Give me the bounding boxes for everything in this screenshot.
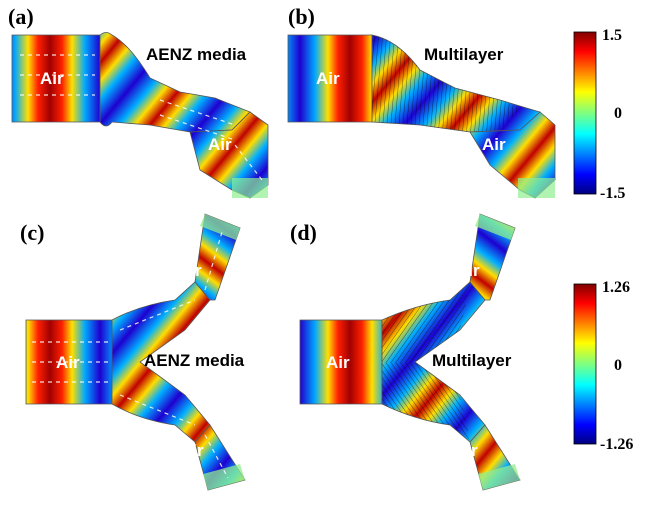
panel-c-air-top-cap (200, 214, 240, 240)
panel-d-multilayer-stripes-top (382, 285, 470, 362)
panel-d-media-label: Multilayer (432, 351, 512, 370)
colorbar-bottom-gradient (573, 283, 597, 445)
colorbar-bottom-max: 1.26 (602, 279, 630, 296)
panel-c-air-input-label: Air (56, 353, 80, 372)
colorbar-top-gradient (573, 31, 597, 195)
colorbar-bottom-mid: 0 (614, 357, 622, 374)
panel-a-end-cap (232, 178, 268, 198)
panel-d-air-input-label: Air (326, 353, 350, 372)
panel-b-air-input-label: Air (316, 69, 340, 88)
panel-d-multilayer-stripes-bottom (382, 362, 470, 440)
panel-c-media-label: AENZ media (144, 351, 245, 370)
panel-b: (b) Air Multilayer Air (287, 4, 556, 199)
colorbar-bottom: 1.26 0 -1.26 (573, 279, 633, 453)
panel-a-power-flow-arrows (20, 54, 263, 181)
colorbar-top-min: -1.5 (600, 185, 625, 202)
panel-d-air-top-label: Air (456, 261, 480, 280)
panel-a-letter: (a) (8, 4, 34, 29)
panel-a-aenz-region (99, 32, 251, 133)
panel-d: (d) Air Air Multilayer Air (290, 213, 521, 491)
panel-b-multilayer-stripes (372, 35, 520, 132)
panel-d-letter: (d) (290, 220, 317, 245)
panel-c: (c) Air Air AENZ media Air (20, 213, 246, 491)
panel-c-power-flow-arrows (32, 231, 229, 479)
panel-d-air-bottom-label: Air (454, 441, 478, 460)
panel-c-air-bottom-cap (203, 464, 245, 490)
panel-b-media-label: Multilayer (424, 45, 504, 64)
colorbar-top: 1.5 0 -1.5 (573, 27, 625, 202)
panel-a-air-output-label: Air (208, 135, 232, 154)
panel-c-air-bottom-label: Air (180, 441, 204, 460)
panel-a-media-label: AENZ media (146, 45, 247, 64)
colorbar-top-max: 1.5 (602, 27, 622, 44)
colorbar-top-mid: 0 (614, 105, 622, 122)
panel-a: (a) Air AENZ media Air (8, 4, 269, 199)
panel-d-air-top-cap (475, 214, 515, 240)
panel-c-air-top-label: Air (178, 261, 202, 280)
panel-a-air-input-label: Air (40, 69, 64, 88)
panel-b-end-cap (518, 178, 555, 198)
panel-d-air-bottom-cap (478, 464, 520, 490)
colorbar-bottom-min: -1.26 (600, 436, 633, 453)
panel-b-air-output-label: Air (482, 135, 506, 154)
panel-c-letter: (c) (20, 220, 44, 245)
panel-b-letter: (b) (288, 4, 315, 29)
